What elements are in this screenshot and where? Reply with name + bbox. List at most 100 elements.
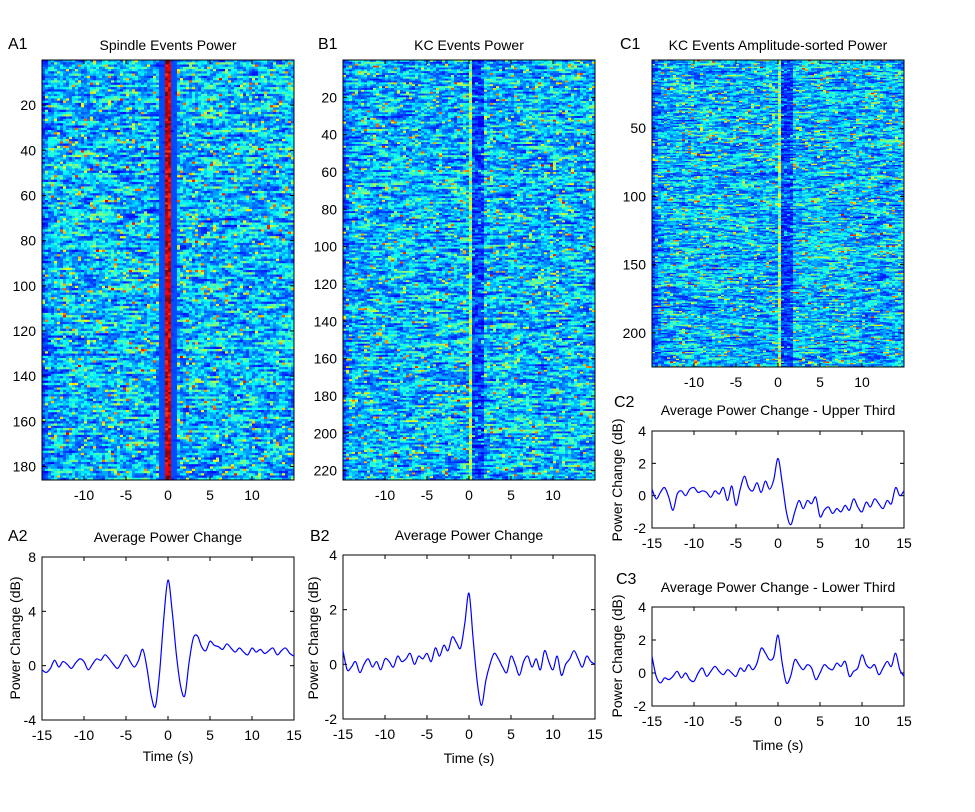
panel-letter-c3: C3 [616,571,637,588]
heatmap-a1-cell [216,65,219,68]
heatmap-a1-cell [141,71,144,74]
heatmap-a1-cell [96,65,99,68]
heatmap-a1-cell [240,69,243,72]
heatmap-a1-cell [135,65,138,68]
heatmap-a1-cell [75,65,78,68]
heatmap-a1-cell [264,74,267,77]
heatmap-a1-cell [126,71,129,74]
heatmap-a1-cell [273,74,276,77]
heatmap-a1-cell [111,62,114,65]
heatmap-a1-cell [42,69,45,72]
heatmap-a1-cell [117,65,120,68]
heatmap-a1-cell [288,69,291,72]
heatmap-a1-cell [78,65,81,68]
heatmap-a1-cell [129,69,132,72]
heatmap-a1-cell [255,67,258,70]
heatmap-a1-cell [129,65,132,68]
heatmap-a1-cell [159,69,162,72]
heatmap-a1-cell [285,62,288,65]
heatmap-a1-cell [45,71,48,74]
heatmap-a1-cell [111,71,114,74]
heatmap-a1-title: Spindle Events Power [100,37,237,53]
heatmap-a1-cell [54,67,57,70]
heatmap-a1-cell [222,71,225,74]
heatmap-a1-cell [42,67,45,70]
heatmap-a1-cell [42,65,45,68]
heatmap-a1-cell [282,65,285,68]
heatmap-a1-cell [180,67,183,70]
heatmap-a1-cell [60,62,63,65]
heatmap-a1-cell [90,65,93,68]
heatmap-a1-cell [222,74,225,77]
heatmap-a1-cell [246,74,249,77]
heatmap-a1-cell [129,71,132,74]
heatmap-a1-cell [168,65,171,68]
heatmap-a1-cell [204,74,207,77]
panel-letter-b1: B1 [318,36,338,53]
heatmap-a1-cell [105,67,108,70]
heatmap-a1-cell [231,69,234,72]
heatmap-a1-cell [264,71,267,74]
heatmap-a1-cell [174,69,177,72]
heatmap-a1-cell [165,67,168,70]
panel-letter-c2: C2 [614,394,635,411]
heatmap-a1-cell [240,74,243,77]
heatmap-a1-cell [234,71,237,74]
heatmap-a1-cell [285,69,288,72]
heatmap-a1-cell [84,74,87,77]
heatmap-a1-cell [234,74,237,77]
heatmap-a1-cell [216,67,219,70]
heatmap-a1-cell [72,65,75,68]
heatmap-a1-cell [270,69,273,72]
heatmap-a1-cell [207,71,210,74]
heatmap-a1-cell [195,69,198,72]
heatmap-a1-cell [105,62,108,65]
heatmap-a1-cell [102,76,105,79]
heatmap-a1-cell [210,67,213,70]
heatmap-a1-cell [231,74,234,77]
heatmap-a1-cell [96,62,99,65]
heatmap-a1-cell [42,76,45,79]
heatmap-a1-cell [285,65,288,68]
heatmap-a1-cell [171,65,174,68]
heatmap-a1-cell [123,65,126,68]
heatmap-a1-cell [228,69,231,72]
heatmap-a1-cell [216,74,219,77]
heatmap-a1-cell [81,74,84,77]
heatmap-a1-cell [48,65,51,68]
heatmap-a1-cell [126,62,129,65]
heatmap-a1-cell [156,62,159,65]
heatmap-a1-cell [93,62,96,65]
heatmap-a1-cell [162,65,165,68]
heatmap-a1-cell [237,69,240,72]
heatmap-a1-cell [93,76,96,79]
heatmap-a1-cell [180,69,183,72]
heatmap-a1-cell [279,65,282,68]
heatmap-a1-cell [219,69,222,72]
heatmap-a1-cell [81,67,84,70]
heatmap-a1-cell [93,69,96,72]
heatmap-a1-cell [120,69,123,72]
heatmap-a1-cell [126,65,129,68]
heatmap-a1-cell [168,69,171,72]
heatmap-a1-cell [69,71,72,74]
heatmap-a1-cell [189,62,192,65]
heatmap-a1-cell [267,65,270,68]
heatmap-a1-cell [177,67,180,70]
heatmap-a1-cell [81,76,84,79]
heatmap-a1-cell [270,71,273,74]
heatmap-a1-cell [123,67,126,70]
heatmap-a1-cell [57,69,60,72]
heatmap-a1-cell [69,76,72,79]
panel-letter-a2: A2 [8,528,28,545]
heatmap-a1-cell [252,65,255,68]
heatmap-a1-cell [219,67,222,70]
heatmap-a1-cell [66,69,69,72]
heatmap-a1-cell [72,69,75,72]
heatmap-a1-cell [273,62,276,65]
heatmap-a1-cell [54,62,57,65]
heatmap-a1-cell [141,67,144,70]
heatmap-a1-cell [84,62,87,65]
heatmap-a1-cell [126,69,129,72]
heatmap-a1-cell [93,67,96,70]
